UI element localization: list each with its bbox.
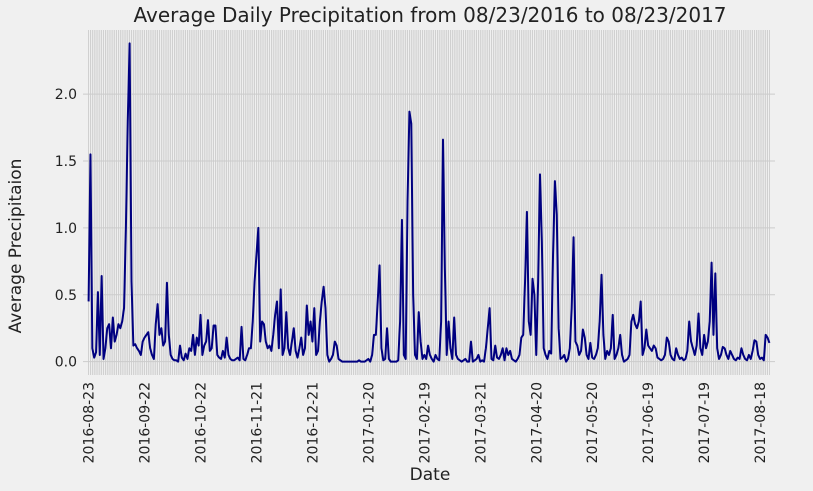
x-tick-label: 2016-11-21	[249, 382, 265, 463]
y-tick-label: 2.0	[55, 87, 77, 103]
x-tick-label: 2017-01-20	[361, 382, 377, 463]
data-line	[87, 42, 771, 363]
chart-title: Average Daily Precipitation from 08/23/2…	[133, 3, 726, 27]
x-tick-label: 2016-09-22	[138, 382, 154, 463]
x-tick-label: 2016-10-22	[194, 382, 210, 463]
y-tick-label: 1.0	[55, 221, 77, 237]
x-tick-label: 2017-03-21	[473, 382, 489, 463]
x-tick-label: 2017-07-19	[697, 382, 713, 463]
y-tick-label: 0.5	[55, 288, 77, 304]
x-tick-label: 2017-06-19	[641, 382, 657, 463]
x-tick-label: 2016-12-21	[305, 382, 321, 463]
x-tick-label: 2017-02-19	[417, 382, 433, 463]
y-tick-label: 0.0	[55, 355, 77, 371]
x-tick-label: 2017-04-20	[529, 382, 545, 463]
x-axis-label: Date	[410, 465, 451, 485]
x-tick-label: 2016-08-23	[82, 382, 98, 463]
y-tick-label: 1.5	[55, 154, 77, 170]
x-tick-label: 2017-05-20	[585, 382, 601, 463]
x-tick-label: 2017-08-18	[753, 382, 769, 463]
y-axis-label: Average Precipitaion	[6, 159, 26, 334]
